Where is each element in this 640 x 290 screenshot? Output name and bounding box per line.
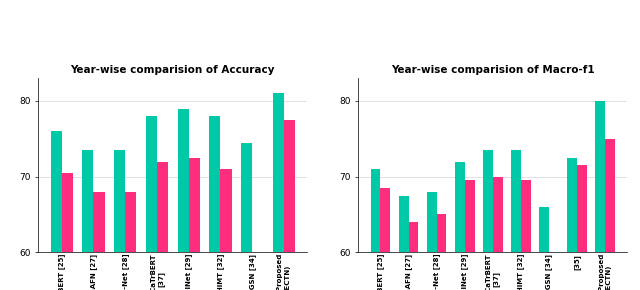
Bar xyxy=(455,162,465,290)
Bar xyxy=(465,180,474,290)
Bar xyxy=(605,139,615,290)
Bar xyxy=(241,143,252,290)
Bar xyxy=(61,173,73,290)
Bar xyxy=(177,108,189,290)
Bar xyxy=(511,150,521,290)
Bar xyxy=(189,158,200,290)
Bar xyxy=(436,215,447,290)
Bar xyxy=(83,150,93,290)
Bar xyxy=(493,177,502,290)
Bar xyxy=(93,192,104,290)
Bar xyxy=(157,162,168,290)
Bar xyxy=(371,169,380,290)
Bar xyxy=(114,150,125,290)
Bar xyxy=(567,158,577,290)
Bar xyxy=(399,195,408,290)
Bar xyxy=(427,192,436,290)
Title: Year-wise comparision of Accuracy: Year-wise comparision of Accuracy xyxy=(70,65,275,75)
Bar xyxy=(284,120,295,290)
Bar xyxy=(521,180,531,290)
Bar xyxy=(220,169,232,290)
Title: Year-wise comparision of Macro-f1: Year-wise comparision of Macro-f1 xyxy=(391,65,595,75)
Bar xyxy=(125,192,136,290)
Bar xyxy=(595,101,605,290)
Bar xyxy=(51,131,61,290)
Bar xyxy=(577,165,587,290)
Bar xyxy=(408,222,419,290)
Bar xyxy=(380,188,390,290)
Bar xyxy=(483,150,493,290)
Bar xyxy=(146,116,157,290)
Bar xyxy=(539,207,549,290)
Bar xyxy=(209,116,220,290)
Bar xyxy=(273,93,284,290)
